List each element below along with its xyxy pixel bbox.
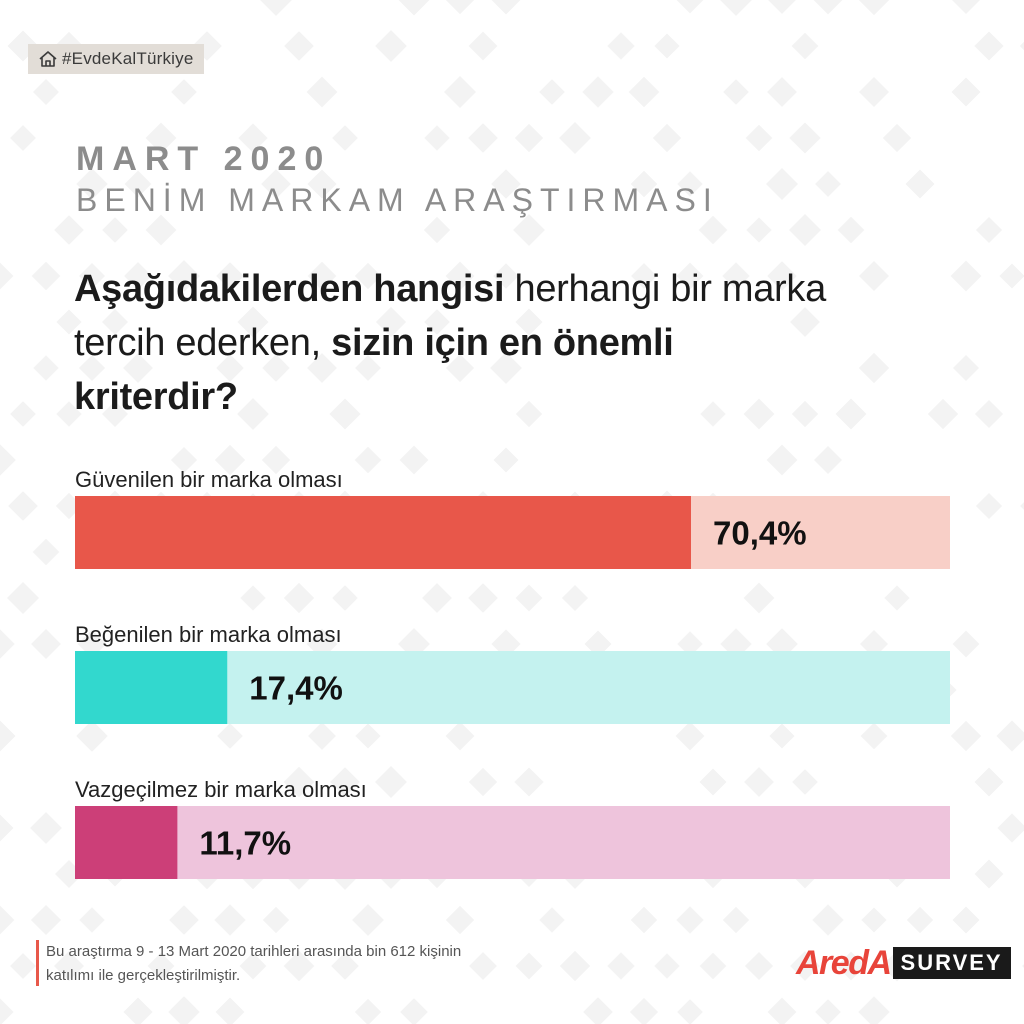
- question-part-2: herhangi bir marka tercih ederken,: [74, 268, 826, 364]
- logo-suffix: SURVEY: [892, 947, 1011, 979]
- bar: [75, 806, 178, 879]
- value-label: 70,4%: [713, 515, 807, 552]
- footer-line-1: Bu araştırma 9 - 13 Mart 2020 tarihleri …: [46, 943, 462, 960]
- footer-line-2: katılımı ile gerçekleştirilmiştir.: [46, 967, 241, 984]
- areda-survey-logo: AredA SURVEY: [796, 944, 1011, 982]
- bar-track: [75, 806, 950, 879]
- hashtag-label: #EvdeKalTürkiye: [62, 49, 194, 68]
- value-label: 17,4%: [249, 670, 343, 707]
- survey-name: BENİM MARKAM ARAŞTIRMASI: [76, 182, 719, 218]
- hashtag-badge: #EvdeKalTürkiye: [28, 44, 204, 74]
- category-label: Vazgeçilmez bir marka olması: [75, 777, 367, 802]
- category-label: Beğenilen bir marka olması: [75, 622, 342, 647]
- survey-date: MART 2020: [76, 140, 332, 178]
- house-icon: [39, 51, 57, 67]
- value-label: 11,7%: [199, 825, 291, 862]
- question-part-1: Aşağıdakilerden hangisi: [74, 268, 505, 310]
- question-part-3: sizin için en önemli kriterdir?: [74, 322, 674, 418]
- footer-accent: [36, 940, 39, 986]
- footer-note: Bu araştırma 9 - 13 Mart 2020 tarihleri …: [46, 940, 556, 988]
- bar: [75, 651, 228, 724]
- category-label: Güvenilen bir marka olması: [75, 467, 343, 492]
- question-text: Aşağıdakilerden hangisi herhangi bir mar…: [74, 262, 834, 424]
- logo-brand: AredA: [796, 944, 892, 982]
- bar: [75, 496, 691, 569]
